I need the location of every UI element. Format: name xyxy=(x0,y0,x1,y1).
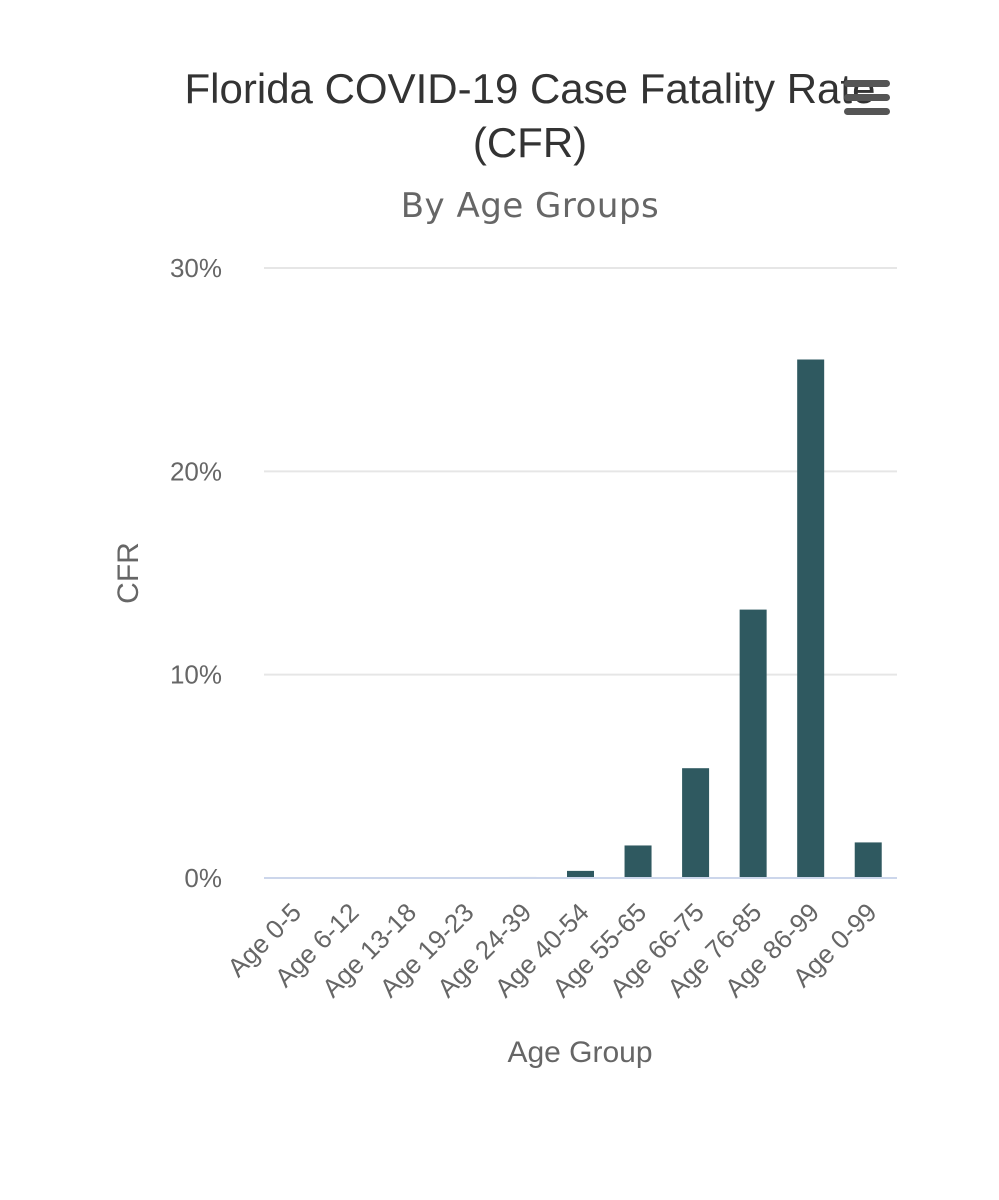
y-tick-label: 10% xyxy=(170,660,222,690)
y-tick-label: 0% xyxy=(184,863,222,893)
y-tick-label: 20% xyxy=(170,456,222,486)
bar[interactable] xyxy=(854,842,882,878)
bar[interactable] xyxy=(682,768,710,878)
x-axis-title: Age Group xyxy=(507,1036,652,1069)
bar[interactable] xyxy=(797,359,825,879)
y-axis-ticks: 0% 10% 20% 30% xyxy=(170,253,222,893)
bar[interactable] xyxy=(567,870,594,878)
chart-title: Florida COVID-19 Case Fatality Rate (CFR… xyxy=(184,65,876,166)
y-axis-title: CFR xyxy=(112,542,145,604)
bar[interactable] xyxy=(739,609,767,878)
y-tick-label: 30% xyxy=(170,253,222,283)
bar[interactable] xyxy=(624,845,652,878)
chart-subtitle: By Age Groups xyxy=(400,186,660,226)
bars xyxy=(264,359,897,879)
chart-menu-button[interactable] xyxy=(840,76,894,120)
gridlines xyxy=(264,267,897,676)
